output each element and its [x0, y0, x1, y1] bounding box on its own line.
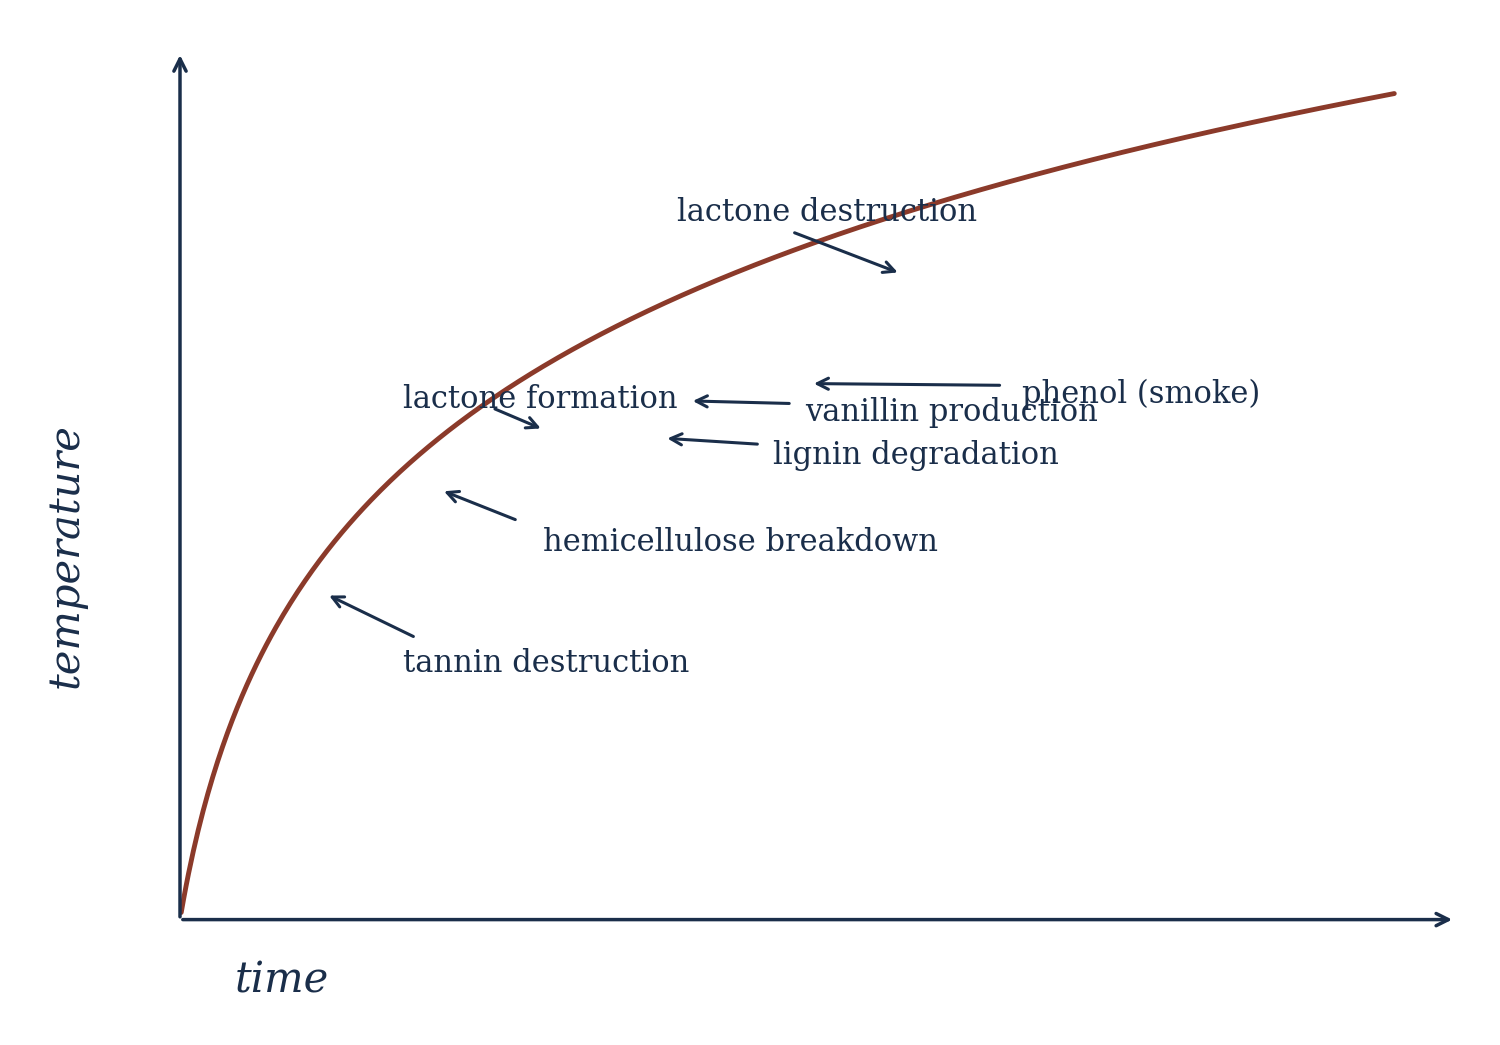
Text: lactone formation: lactone formation	[404, 384, 678, 415]
Text: phenol (smoke): phenol (smoke)	[1022, 379, 1260, 411]
Text: tannin destruction: tannin destruction	[404, 648, 690, 679]
Text: vanillin production: vanillin production	[804, 397, 1098, 427]
Text: lactone destruction: lactone destruction	[678, 198, 978, 228]
Text: lignin degradation: lignin degradation	[772, 440, 1059, 471]
Text: hemicellulose breakdown: hemicellulose breakdown	[543, 527, 939, 558]
Text: temperature: temperature	[44, 423, 86, 688]
Text: time: time	[236, 959, 328, 1001]
